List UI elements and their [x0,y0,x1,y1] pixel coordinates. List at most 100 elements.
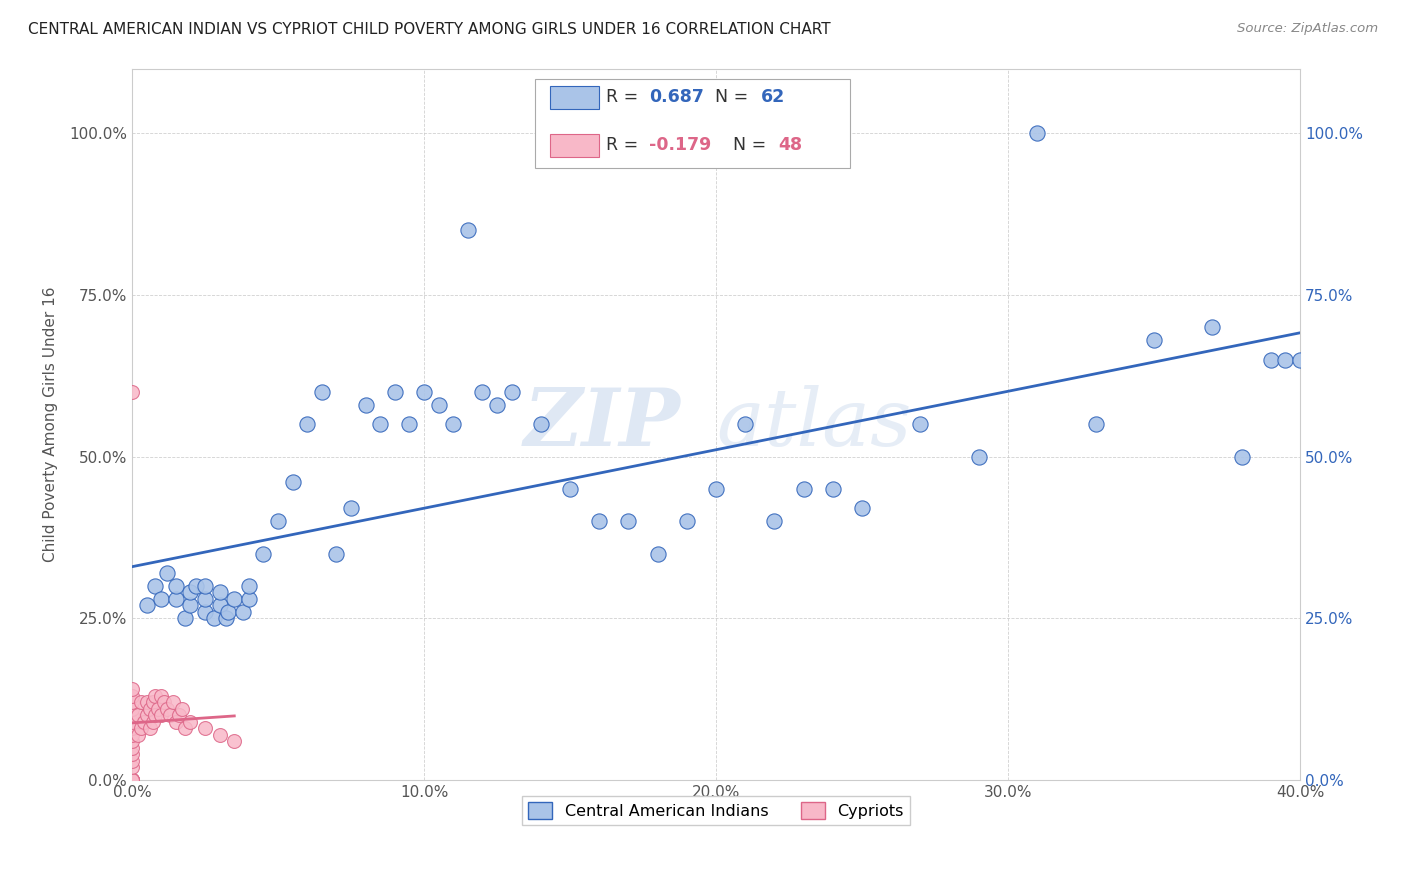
Point [910,417,932,432]
Point [238,579,260,593]
Point [165,714,187,729]
Point [267,514,290,528]
Text: ZIP: ZIP [524,385,681,463]
Point [194,605,217,619]
Point [647,547,669,561]
Text: -0.179: -0.179 [650,136,711,153]
Point [165,591,187,606]
Point [208,585,231,599]
Text: atlas: atlas [716,385,911,463]
Point [141,695,163,709]
Point [238,591,260,606]
Point [194,721,217,735]
Point [311,384,333,399]
Point [179,714,201,729]
Point [1260,352,1282,367]
Point [150,708,173,723]
Point [138,702,160,716]
Point [121,747,143,761]
Point [145,689,167,703]
Point [121,760,143,774]
Point [214,611,236,625]
Point [1201,320,1223,334]
Point [121,734,143,748]
Y-axis label: Child Poverty Among Girls Under 16: Child Poverty Among Girls Under 16 [44,286,58,562]
Point [135,599,157,613]
Point [1084,417,1107,432]
Point [427,398,450,412]
Point [325,547,347,561]
Text: Source: ZipAtlas.com: Source: ZipAtlas.com [1237,22,1378,36]
Text: N =: N = [704,88,754,106]
Point [224,734,246,748]
Point [127,708,149,723]
Point [224,591,246,606]
Point [486,398,509,412]
Point [121,772,143,787]
Point [121,384,143,399]
Point [967,450,990,464]
Point [354,398,377,412]
Point [121,702,143,716]
Point [457,223,479,237]
Point [145,708,167,723]
Text: 48: 48 [778,136,801,153]
Point [156,702,179,716]
Point [208,728,231,742]
Point [232,605,254,619]
Point [558,482,581,496]
Point [202,611,225,625]
Point [121,772,143,787]
Point [121,740,143,755]
Point [471,384,494,399]
Point [186,579,208,593]
Point [121,695,143,709]
Point [340,501,363,516]
Point [1274,352,1296,367]
Point [281,475,304,490]
FancyBboxPatch shape [536,79,851,168]
Point [148,702,170,716]
Point [208,599,231,613]
Point [297,417,319,432]
Point [129,695,152,709]
Point [121,772,143,787]
Point [179,599,201,613]
FancyBboxPatch shape [550,134,599,157]
Point [398,417,420,432]
Point [141,714,163,729]
Point [121,682,143,697]
Legend: Central American Indians, Cypriots: Central American Indians, Cypriots [522,796,910,825]
Point [129,721,152,735]
Point [368,417,391,432]
Point [194,591,217,606]
Point [530,417,553,432]
Point [167,708,190,723]
Point [159,708,181,723]
Point [413,384,436,399]
Point [588,514,610,528]
Point [150,591,173,606]
Point [138,721,160,735]
Point [121,708,143,723]
Point [121,772,143,787]
Point [252,547,274,561]
Point [617,514,640,528]
Point [441,417,464,432]
Point [132,714,155,729]
Point [179,585,201,599]
FancyBboxPatch shape [550,87,599,109]
Point [1230,450,1253,464]
Point [127,728,149,742]
Point [145,579,167,593]
Text: N =: N = [721,136,772,153]
Point [1026,126,1049,140]
Point [121,714,143,729]
Point [734,417,756,432]
Point [121,754,143,768]
Point [676,514,699,528]
Point [135,708,157,723]
Point [763,514,786,528]
Point [173,721,195,735]
Point [121,772,143,787]
